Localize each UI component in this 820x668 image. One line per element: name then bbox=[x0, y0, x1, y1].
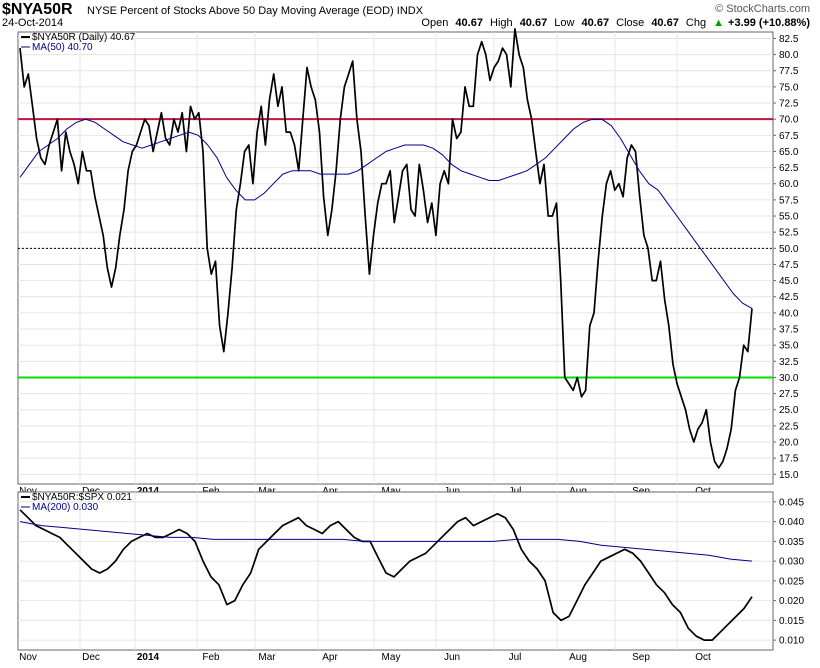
y-tick-label: 0.010 bbox=[779, 636, 804, 647]
x-tick-label: Mar bbox=[258, 652, 276, 663]
y-tick-label: 25.0 bbox=[779, 405, 799, 416]
y-tick-label: 75.0 bbox=[779, 82, 799, 93]
y-tick-label: 62.5 bbox=[779, 163, 799, 174]
brand-logo[interactable]: © StockCharts.com bbox=[715, 3, 810, 15]
y-tick-label: 60.0 bbox=[779, 179, 799, 190]
top-panel-frame bbox=[17, 31, 774, 485]
y-tick-label: 65.0 bbox=[779, 147, 799, 158]
x-tick-label: Aug bbox=[569, 652, 587, 663]
top-panel-series bbox=[19, 27, 753, 469]
legend-label: MA(50) 40.70 bbox=[32, 42, 93, 53]
x-tick-label: Jun bbox=[444, 652, 460, 663]
y-tick-label: 27.5 bbox=[779, 389, 799, 400]
y-tick-label: 77.5 bbox=[779, 66, 799, 77]
x-tick-label: Jul bbox=[509, 652, 522, 663]
y-tick-label: 32.5 bbox=[779, 357, 799, 368]
legend-label: $NYA50R (Daily) 40.67 bbox=[32, 32, 136, 43]
x-tick-label: Nov bbox=[19, 652, 37, 663]
x-tick-label: Feb bbox=[202, 652, 220, 663]
legend-label: $NYA50R:$SPX 0.021 bbox=[32, 492, 132, 503]
y-tick-label: 47.5 bbox=[779, 260, 799, 271]
moving-average-line bbox=[19, 118, 753, 309]
x-tick-label: Apr bbox=[322, 652, 338, 663]
moving-average-line bbox=[19, 521, 753, 562]
low-value: Low 40.67 bbox=[554, 17, 610, 29]
top-panel-y-axis: 82.5 80.0 77.5 75.0 72.5 70.0 67.5 65.0 62.5 60.0… bbox=[773, 34, 799, 481]
ohlc-readout: Open 40.67 High 40.67 Low 40.67 Close 40… bbox=[417, 17, 810, 29]
y-tick-label: 0.020 bbox=[779, 596, 804, 607]
symbol-description: NYSE Percent of Stocks Above 50 Day Movi… bbox=[87, 5, 424, 17]
y-tick-label: 0.015 bbox=[779, 616, 804, 627]
x-tick-label: May bbox=[382, 652, 401, 663]
y-tick-label: 70.0 bbox=[779, 115, 799, 126]
y-tick-label: 0.025 bbox=[779, 576, 804, 587]
y-tick-label: 22.5 bbox=[779, 421, 799, 432]
y-tick-label: 30.0 bbox=[779, 373, 799, 384]
y-tick-label: 57.5 bbox=[779, 195, 799, 206]
primary-series-line bbox=[19, 27, 753, 469]
change-arrow-icon: ▲ bbox=[713, 17, 725, 29]
legend-label: MA(200) 0.030 bbox=[32, 502, 99, 513]
x-tick-label: Sep bbox=[632, 652, 650, 663]
chart-header: $NYA50R NYSE Percent of Stocks Above 50 … bbox=[0, 0, 820, 32]
y-tick-label: 72.5 bbox=[779, 99, 799, 110]
bottom-panel-x-axis: Nov Dec 2014 Feb Mar Apr May Jun Jul Aug Sep Oct bbox=[19, 652, 711, 663]
y-tick-label: 0.035 bbox=[779, 537, 804, 548]
chart-date: 24-Oct-2014 bbox=[2, 17, 64, 29]
x-tick-label: Dec bbox=[82, 652, 100, 663]
y-tick-label: 15.0 bbox=[779, 470, 799, 481]
y-tick-label: 17.5 bbox=[779, 454, 799, 465]
y-tick-label: 0.030 bbox=[779, 557, 804, 568]
y-tick-label: 40.0 bbox=[779, 308, 799, 319]
y-tick-label: 52.5 bbox=[779, 228, 799, 239]
y-tick-label: 20.0 bbox=[779, 438, 799, 449]
bottom-panel-y-axis: 0.045 0.040 0.035 0.030 0.025 0.020 0.015 0.010 bbox=[773, 497, 804, 647]
y-tick-label: 35.0 bbox=[779, 341, 799, 352]
y-tick-label: 0.040 bbox=[779, 517, 804, 528]
bottom-panel-frame bbox=[17, 491, 774, 651]
y-tick-label: 0.045 bbox=[779, 497, 804, 508]
symbol-title: $NYA50R bbox=[2, 1, 73, 18]
y-tick-label: 50.0 bbox=[779, 244, 799, 255]
open-value: Open 40.67 bbox=[421, 17, 483, 29]
close-value: Close 40.67 bbox=[616, 17, 679, 29]
y-tick-label: 45.0 bbox=[779, 276, 799, 287]
x-tick-label: 2014 bbox=[137, 652, 160, 663]
change-value: Chg ▲ +3.99 (+10.88%) bbox=[685, 17, 810, 29]
y-tick-label: 80.0 bbox=[779, 50, 799, 61]
x-tick-label: Oct bbox=[695, 652, 711, 663]
high-value: High 40.67 bbox=[490, 17, 548, 29]
y-tick-label: 55.0 bbox=[779, 212, 799, 223]
y-tick-label: 82.5 bbox=[779, 34, 799, 45]
primary-series-line bbox=[19, 509, 753, 641]
y-tick-label: 37.5 bbox=[779, 325, 799, 336]
y-tick-label: 42.5 bbox=[779, 292, 799, 303]
top-panel-grid bbox=[18, 32, 773, 484]
y-tick-label: 67.5 bbox=[779, 131, 799, 142]
bottom-panel-series bbox=[19, 509, 753, 641]
